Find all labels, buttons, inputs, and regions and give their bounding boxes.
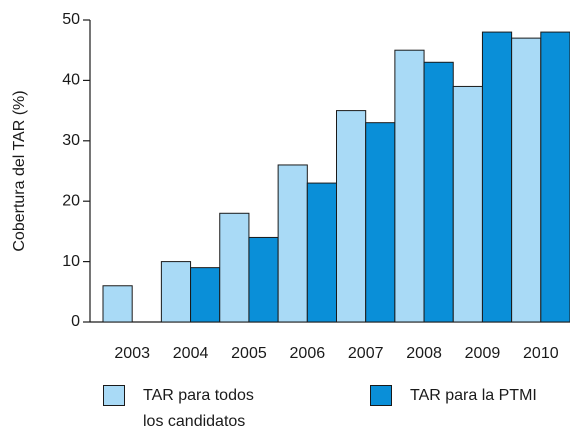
y-tick-label: 30	[62, 132, 80, 149]
bar	[160, 261, 192, 323]
legend-swatch	[370, 385, 392, 406]
bar	[190, 267, 221, 323]
bar	[306, 182, 337, 323]
x-tick-label: 2008	[406, 345, 442, 362]
bar	[277, 164, 308, 323]
bar	[394, 49, 425, 323]
bar	[423, 61, 454, 323]
bar	[540, 31, 570, 323]
y-tick-label: 10	[62, 253, 80, 270]
x-tick-label: 2005	[231, 345, 267, 362]
bar	[365, 122, 396, 323]
y-axis-label: Cobertura del TAR (%)	[11, 90, 28, 251]
bar	[336, 110, 367, 323]
x-tick-label: 2004	[173, 345, 209, 362]
bar	[248, 236, 279, 323]
y-tick-label: 0	[71, 313, 80, 330]
x-tick-label: 2010	[523, 345, 559, 362]
x-tick-label: 2009	[465, 345, 501, 362]
legend-label: TAR para todos los candidatos	[143, 387, 254, 430]
y-tick-label: 50	[62, 11, 80, 28]
x-tick-label: 2007	[348, 345, 384, 362]
y-tick-label: 20	[62, 192, 80, 209]
y-tick-label: 40	[62, 72, 80, 89]
x-tick-label: 2006	[290, 345, 326, 362]
bar	[481, 31, 513, 323]
legend-swatch	[103, 385, 125, 406]
bar	[219, 212, 250, 323]
bar	[102, 285, 133, 323]
legend-label: TAR para la PTMI	[410, 387, 537, 404]
bar	[452, 85, 483, 323]
bar	[511, 37, 542, 323]
x-tick-label: 2003	[114, 345, 150, 362]
